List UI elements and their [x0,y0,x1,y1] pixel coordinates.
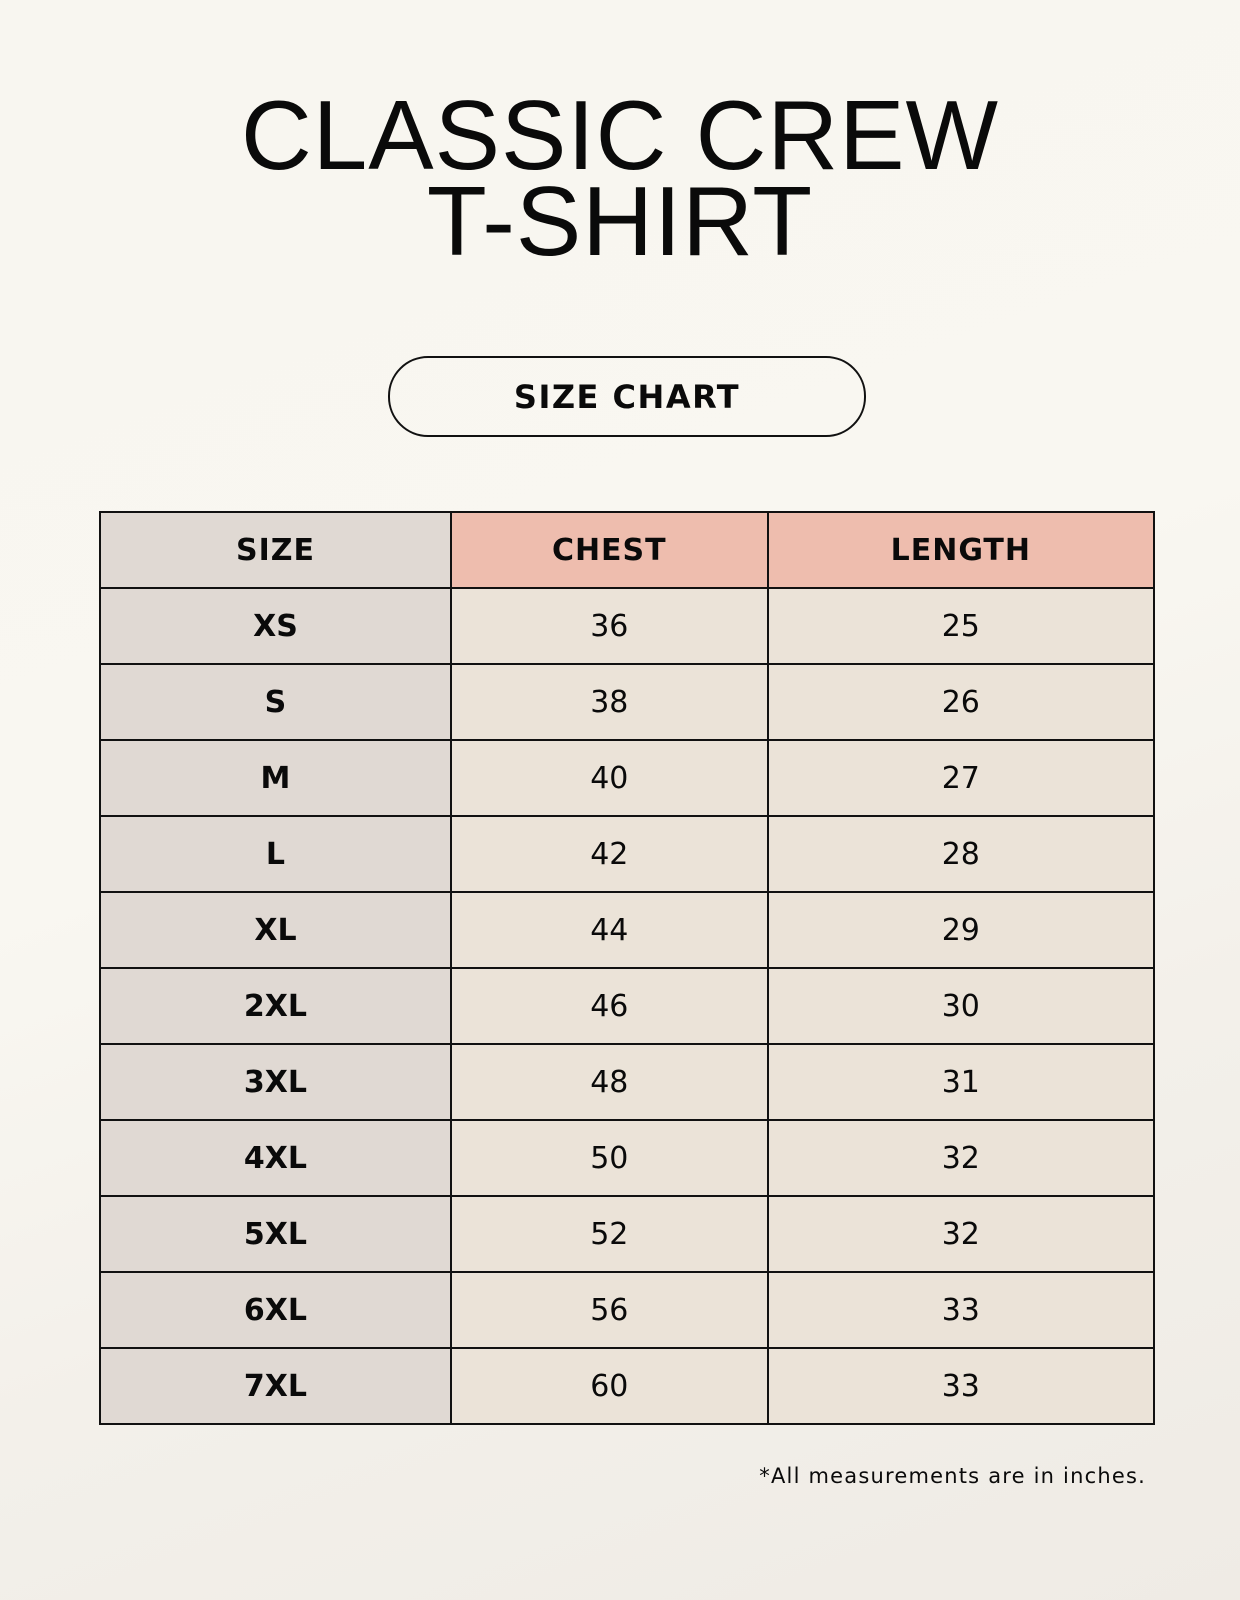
size-chart-label: SIZE CHART [388,356,866,437]
cell-size: 4XL [99,1119,452,1197]
cell-size: M [99,739,452,817]
cell-length: 25 [766,587,1156,665]
cell-length: 26 [766,663,1156,741]
cell-chest: 36 [449,587,769,665]
table-row: 5XL 52 32 [99,1195,1156,1273]
title-line-2: T-SHIRT [426,166,814,276]
page-title: CLASSIC CREW T-SHIRT [0,80,1240,276]
header-chest: CHEST [449,511,769,589]
table-row: XS 36 25 [99,587,1156,665]
cell-chest: 52 [449,1195,769,1273]
table-row: S 38 26 [99,663,1156,741]
cell-length: 28 [766,815,1156,893]
cell-size: XS [99,587,452,665]
table-row: 3XL 48 31 [99,1043,1156,1121]
cell-length: 33 [766,1271,1156,1349]
cell-chest: 40 [449,739,769,817]
cell-size: 5XL [99,1195,452,1273]
table-row: L 42 28 [99,815,1156,893]
table-row: XL 44 29 [99,891,1156,969]
cell-size: 6XL [99,1271,452,1349]
cell-length: 32 [766,1195,1156,1273]
table-header-row: SIZE CHEST LENGTH [99,511,1156,589]
cell-chest: 48 [449,1043,769,1121]
cell-length: 33 [766,1347,1156,1425]
table-row: 6XL 56 33 [99,1271,1156,1349]
table-row: 2XL 46 30 [99,967,1156,1045]
table-row: M 40 27 [99,739,1156,817]
cell-length: 32 [766,1119,1156,1197]
cell-length: 30 [766,967,1156,1045]
size-table: SIZE CHEST LENGTH XS 36 25 S 38 26 M 40 27 L 42 28 X… [99,511,1156,1425]
cell-chest: 44 [449,891,769,969]
cell-size: XL [99,891,452,969]
cell-size: 3XL [99,1043,452,1121]
cell-size: 2XL [99,967,452,1045]
table-row: 7XL 60 33 [99,1347,1156,1425]
header-length: LENGTH [766,511,1156,589]
cell-size: S [99,663,452,741]
cell-length: 27 [766,739,1156,817]
footnote: *All measurements are in inches. [759,1464,1146,1488]
cell-size: L [99,815,452,893]
header-size: SIZE [99,511,452,589]
title-line-1: CLASSIC CREW [240,80,999,190]
cell-chest: 60 [449,1347,769,1425]
cell-chest: 42 [449,815,769,893]
cell-chest: 46 [449,967,769,1045]
cell-chest: 38 [449,663,769,741]
cell-length: 29 [766,891,1156,969]
table-row: 4XL 50 32 [99,1119,1156,1197]
cell-length: 31 [766,1043,1156,1121]
cell-chest: 50 [449,1119,769,1197]
cell-size: 7XL [99,1347,452,1425]
cell-chest: 56 [449,1271,769,1349]
